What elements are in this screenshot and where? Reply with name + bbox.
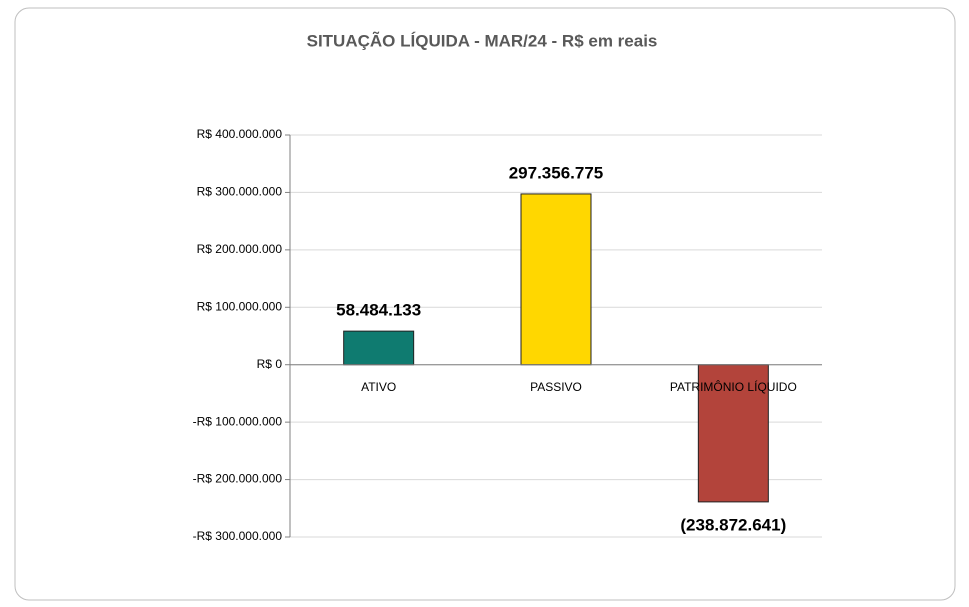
y-tick-label: -R$ 300.000.000 xyxy=(193,529,283,543)
chart-frame xyxy=(14,7,956,601)
y-tick-label: R$ 400.000.000 xyxy=(197,127,283,141)
bar xyxy=(343,330,415,366)
data-label: 297.356.775 xyxy=(509,163,604,182)
y-tick-label: R$ 100.000.000 xyxy=(197,299,283,313)
y-tick-label: R$ 0 xyxy=(257,357,283,371)
y-tick-label: -R$ 100.000.000 xyxy=(193,414,283,428)
x-tick-label: PASSIVO xyxy=(530,380,582,394)
x-tick-label: ATIVO xyxy=(361,380,396,394)
x-tick-label: PATRIMÔNIO LÍQUIDO xyxy=(670,379,797,394)
data-label: (238.872.641) xyxy=(680,515,786,534)
chart-title: SITUAÇÃO LÍQUIDA - MAR/24 - R$ em reais xyxy=(307,30,658,50)
bar xyxy=(697,364,769,503)
y-tick-label: -R$ 200.000.000 xyxy=(193,472,283,486)
y-tick-label: R$ 300.000.000 xyxy=(197,185,283,199)
bar xyxy=(520,193,592,366)
data-label: 58.484.133 xyxy=(336,301,421,320)
y-tick-label: R$ 200.000.000 xyxy=(197,242,283,256)
